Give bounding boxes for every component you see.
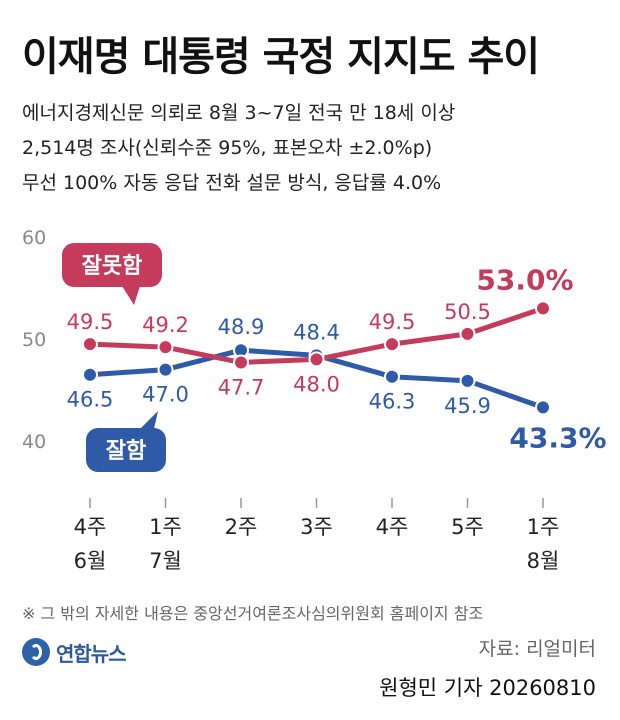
approve-point: [82, 366, 98, 383]
subtitle-line-1: 에너지경제신문 의뢰로 8월 3~7일 전국 만 18세 이상: [22, 102, 456, 124]
footnote: ※ 그 밖의 자세한 내용은 중앙선거여론조사심의위원회 홈페이지 참조: [22, 604, 484, 623]
disapprove-data-label: 49.5: [369, 310, 416, 334]
disapprove-point: [157, 339, 174, 356]
x-tick-label: 3주: [300, 515, 333, 539]
approve-point: [157, 361, 174, 378]
disapprove-data-label: 49.2: [142, 313, 189, 337]
x-tick-label: 7월: [149, 549, 182, 573]
approve-data-label: 48.4: [293, 320, 340, 344]
disapprove-data-label: 47.7: [218, 375, 265, 399]
disapprove-data-label: 50.5: [444, 300, 491, 324]
approve-legend-label: 잘함: [106, 439, 146, 464]
disapprove-data-label: 48.0: [293, 372, 340, 396]
y-tick-label-60: 60: [22, 227, 46, 249]
approve-data-label: 45.9: [444, 394, 491, 418]
x-tick-label: 8월: [527, 549, 560, 573]
x-tick-label: 5주: [451, 515, 484, 539]
x-tick-label: 1주: [527, 515, 560, 539]
disapprove-legend-label: 잘못함: [82, 254, 143, 279]
subtitle-line-2: 2,514명 조사(신뢰수준 95%, 표본오차 ±2.0%p): [22, 137, 433, 159]
disapprove-legend-bubble: [62, 243, 162, 287]
y-tick-label-40: 40: [22, 431, 46, 453]
disapprove-legend-tail: [122, 286, 140, 305]
x-tick-label: 1주: [149, 515, 182, 539]
approve-point: [384, 368, 400, 385]
approve-point: [535, 399, 551, 416]
disapprove-data-label: 53.0%: [476, 263, 573, 296]
approve-point: [459, 372, 476, 389]
disapprove-point: [535, 300, 551, 317]
x-tick-label: 4주: [74, 515, 107, 539]
disapprove-point: [308, 351, 325, 368]
chart-subtitle: 에너지경제신문 의뢰로 8월 3~7일 전국 만 18세 이상 2,514명 조…: [22, 96, 455, 201]
approve-data-label: 48.9: [218, 315, 265, 339]
x-tick-label: 6월: [74, 549, 107, 573]
chart-title: 이재명 대통령 국정 지지도 추이: [22, 34, 540, 80]
byline: 원형민 기자 20260810: [379, 676, 596, 700]
disapprove-point: [82, 336, 98, 353]
approve-data-label: 46.3: [369, 390, 416, 414]
approve-data-label: 46.5: [67, 388, 114, 412]
yonhap-logo-text: 연합뉴스: [56, 641, 127, 666]
disapprove-point: [233, 354, 249, 371]
approve-data-label: 47.0: [142, 383, 189, 407]
data-source: 자료: 리얼미터: [478, 638, 596, 660]
line-chart: 40 50 60 4주 6월 1주 7월 2주 3주 4주 5주 1주 8월 49.5 49.2 47.7 48…: [22, 227, 607, 573]
yonhap-logo: 연합뉴스: [22, 636, 127, 668]
disapprove-point: [459, 325, 476, 342]
approve-data-label: 43.3%: [509, 421, 606, 454]
approve-legend-tail: [140, 411, 158, 429]
subtitle-line-3: 무선 100% 자동 응답 전화 설문 방식, 응답률 4.0%: [22, 172, 442, 194]
approve-legend-bubble: [86, 428, 166, 472]
disapprove-point: [384, 336, 400, 353]
x-tick-label: 2주: [225, 515, 258, 539]
x-tick-label: 4주: [376, 515, 409, 539]
y-tick-label-50: 50: [22, 329, 46, 351]
disapprove-data-label: 49.5: [67, 310, 114, 334]
yonhap-logo-icon: [22, 638, 50, 666]
